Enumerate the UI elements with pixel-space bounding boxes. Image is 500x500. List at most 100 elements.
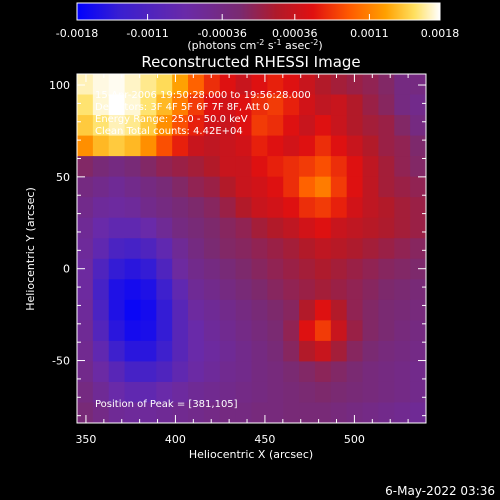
heatmap-cell — [108, 94, 126, 116]
colorbar-tick-label: -0.0018 — [56, 27, 98, 40]
heatmap-cell — [299, 74, 316, 96]
heatmap-cell — [77, 381, 94, 404]
heatmap-cell — [77, 238, 94, 260]
heatmap-cell — [251, 135, 268, 157]
heatmap-cell — [314, 94, 332, 116]
heatmap-cell — [124, 299, 142, 321]
heatmap-cell — [346, 217, 364, 239]
heatmap-cell — [378, 74, 395, 96]
heatmap-cell — [77, 402, 94, 423]
heatmap-cell — [92, 279, 110, 301]
heatmap-cell — [251, 299, 268, 321]
heatmap-cell — [330, 238, 348, 260]
heatmap-cell — [203, 238, 221, 260]
heatmap-cell — [314, 381, 332, 404]
heatmap-cell — [299, 258, 316, 280]
heatmap-cell — [235, 258, 253, 280]
heatmap-cell — [235, 320, 253, 342]
heatmap-cell — [283, 381, 300, 404]
heatmap-cell — [203, 176, 221, 198]
heatmap-cell — [346, 299, 364, 321]
heatmap-cell — [203, 299, 221, 321]
heatmap-cell — [362, 238, 380, 260]
heatmap-cell — [394, 258, 411, 280]
heatmap-cell — [283, 74, 300, 96]
heatmap-cell — [267, 402, 284, 423]
heatmap-cell — [172, 217, 189, 239]
heatmap-cell — [299, 279, 316, 301]
colorbar-tick-label: -0.0011 — [126, 27, 168, 40]
heatmap-cell — [156, 299, 173, 321]
heatmap-cell — [235, 197, 253, 219]
heatmap-cell — [283, 340, 300, 363]
heatmap-cell — [172, 279, 189, 301]
heatmap-cell — [330, 94, 348, 116]
heatmap-cell — [267, 217, 284, 239]
heatmap-cell — [267, 299, 284, 321]
heatmap-cell — [346, 94, 364, 116]
heatmap-cell — [92, 176, 110, 198]
heatmap-cell — [362, 74, 380, 96]
heatmap-cell — [283, 299, 300, 321]
heatmap-cell — [410, 361, 426, 383]
heatmap-cell — [172, 94, 189, 116]
heatmap-cell — [346, 320, 364, 342]
heatmap-cell — [330, 299, 348, 321]
heatmap-cell — [299, 197, 316, 219]
heatmap-cell — [267, 135, 284, 157]
heatmap-cell — [172, 381, 189, 404]
heatmap-cell — [124, 238, 142, 260]
heatmap-cell — [124, 197, 142, 219]
heatmap-cell — [410, 320, 426, 342]
annotation-time-range: 15-Apr-2006 19:50:28.000 to 19:56:28.000 — [95, 90, 311, 101]
heatmap-cell — [394, 197, 411, 219]
heatmap-cell — [156, 115, 173, 137]
heatmap-cell — [299, 381, 316, 404]
heatmap-cell — [77, 299, 94, 321]
heatmap-cell — [283, 238, 300, 260]
heatmap-cell — [251, 115, 268, 137]
heatmap-cell — [140, 340, 157, 363]
heatmap-cell — [235, 94, 253, 116]
heatmap-cell — [346, 135, 364, 157]
heatmap-cell — [172, 320, 189, 342]
heatmap-cell — [330, 381, 348, 404]
heatmap-cell — [299, 402, 316, 423]
heatmap-cell — [92, 238, 110, 260]
heatmap-cell — [251, 197, 268, 219]
heatmap-cell — [156, 402, 173, 423]
heatmap-cell — [219, 74, 237, 96]
heatmap-cell — [235, 361, 253, 383]
heatmap-cell — [394, 381, 411, 404]
heatmap-cell — [299, 340, 316, 363]
heatmap-cell — [283, 115, 300, 137]
heatmap-cell — [410, 279, 426, 301]
heatmap-cell — [362, 279, 380, 301]
heatmap-cell — [346, 197, 364, 219]
heatmap-cell — [235, 115, 253, 137]
heatmap-cell — [410, 238, 426, 260]
heatmap-cell — [156, 217, 173, 239]
heatmap-cell — [267, 340, 284, 363]
heatmap-cell — [172, 156, 189, 178]
heatmap-cell — [92, 361, 110, 383]
heatmap-cell — [378, 156, 395, 178]
heatmap-cell — [203, 381, 221, 404]
heatmap-cell — [235, 135, 253, 157]
heatmap-cell — [283, 258, 300, 280]
heatmap-cell — [362, 135, 380, 157]
heatmap-cell — [378, 402, 395, 423]
heatmap-cell — [314, 258, 332, 280]
heatmap-cell — [219, 217, 237, 239]
heatmap-cell — [140, 135, 157, 157]
heatmap-cell — [140, 320, 157, 342]
heatmap-cell — [156, 258, 173, 280]
heatmap-cell — [203, 94, 221, 116]
heatmap-cell — [140, 156, 157, 178]
heatmap-cell — [267, 361, 284, 383]
heatmap-cell — [235, 381, 253, 404]
heatmap-cell — [188, 135, 205, 157]
heatmap-cell — [394, 340, 411, 363]
heatmap-cell — [140, 258, 157, 280]
heatmap-cell — [410, 258, 426, 280]
